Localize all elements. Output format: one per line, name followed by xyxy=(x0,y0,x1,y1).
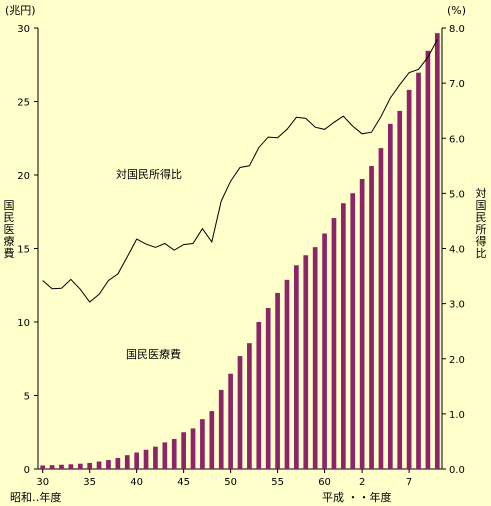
right-unit-label: (%) xyxy=(447,4,466,17)
medical-cost-bar xyxy=(369,166,374,469)
ratio-line xyxy=(42,39,438,303)
medical-cost-bar xyxy=(256,322,262,469)
left-ticks: 0 5 10 15 20 25 30 xyxy=(17,24,38,476)
medical-cost-bar xyxy=(425,50,431,469)
right-tick-label: 8.0 xyxy=(449,24,465,35)
medical-cost-bar xyxy=(96,461,102,469)
medical-cost-bar xyxy=(49,465,55,469)
medical-cost-bar xyxy=(322,233,327,469)
medical-cost-bar xyxy=(312,247,318,469)
medical-cost-bar xyxy=(303,255,309,469)
medical-cost-bar xyxy=(284,279,290,469)
right-tick-label: 6.0 xyxy=(449,134,465,145)
x-era-showa-label: 昭和‥年度 xyxy=(10,490,61,504)
medical-cost-bar xyxy=(143,449,149,469)
medical-cost-bar xyxy=(434,33,440,470)
medical-cost-bar xyxy=(378,148,384,469)
right-tick-label: 5.0 xyxy=(449,189,465,200)
right-tick-label: 3.0 xyxy=(449,300,465,311)
bar-series-label: 国民医療費 xyxy=(126,347,181,361)
medical-cost-bar xyxy=(237,356,243,469)
medical-cost-bar xyxy=(341,203,346,469)
medical-cost-bar xyxy=(162,442,168,469)
left-tick-label: 15 xyxy=(17,245,30,256)
left-tick-label: 5 xyxy=(24,392,30,403)
medical-cost-bar xyxy=(416,72,421,470)
x-era-heisei-label: 平成 ・・年度 xyxy=(322,490,392,504)
medical-cost-bar xyxy=(247,343,252,469)
medical-cost-bar xyxy=(190,428,196,469)
medical-cost-bar xyxy=(265,308,271,469)
medical-cost-bar xyxy=(134,452,139,469)
left-tick-label: 0 xyxy=(24,465,30,476)
medical-cost-bar xyxy=(359,178,365,469)
medical-cost-bar xyxy=(124,455,130,469)
medical-cost-bar xyxy=(87,462,93,469)
medical-cost-bar xyxy=(228,373,233,469)
x-tick-label: 2 xyxy=(359,477,365,488)
medical-cost-bar xyxy=(275,292,280,469)
medical-cost-bar xyxy=(406,89,412,470)
left-unit-label: (兆円) xyxy=(5,4,36,17)
medical-cost-bar xyxy=(59,464,64,469)
medical-cost-bar xyxy=(115,457,121,469)
line-series-label: 対国民所得比 xyxy=(116,167,182,181)
medical-cost-bar xyxy=(209,411,215,469)
medical-cost-bar xyxy=(153,446,158,469)
medical-cost-bar xyxy=(218,389,224,469)
right-tick-label: 7.0 xyxy=(449,79,465,90)
medical-cost-bar xyxy=(200,419,205,469)
x-ticks: 30 35 40 45 50 55 60 2 7 xyxy=(36,469,412,488)
right-tick-label: 2.0 xyxy=(449,355,465,366)
x-tick-label: 30 xyxy=(36,477,49,488)
x-tick-label: 7 xyxy=(406,477,412,488)
medical-cost-bar xyxy=(181,432,186,469)
medical-cost-bar xyxy=(77,463,83,469)
medical-cost-bar xyxy=(106,460,111,469)
medical-cost-bar xyxy=(387,123,393,470)
bar-series xyxy=(40,33,440,470)
medical-cost-bar xyxy=(68,464,74,469)
right-tick-label: 0.0 xyxy=(449,465,465,476)
medical-cost-bar xyxy=(350,193,356,469)
medical-cost-bar xyxy=(171,439,177,469)
x-tick-label: 55 xyxy=(271,477,284,488)
medical-cost-bar xyxy=(294,265,299,469)
left-tick-label: 10 xyxy=(17,318,30,329)
right-axis-label: 対国民所得比 xyxy=(475,187,487,260)
x-tick-label: 50 xyxy=(224,477,237,488)
medical-cost-bar xyxy=(331,218,337,469)
left-tick-label: 30 xyxy=(17,24,30,35)
medical-cost-bar xyxy=(397,110,403,470)
x-tick-label: 35 xyxy=(83,477,96,488)
right-tick-label: 1.0 xyxy=(449,410,465,421)
right-tick-label: 4.0 xyxy=(449,245,465,256)
left-tick-label: 25 xyxy=(17,98,30,109)
x-tick-label: 40 xyxy=(130,477,143,488)
right-ticks: 0.0 1.0 2.0 3.0 4.0 5.0 6.0 7.0 8.0 xyxy=(442,24,465,476)
medical-cost-bar xyxy=(40,465,46,469)
left-tick-label: 20 xyxy=(17,171,30,182)
left-axis-label: 国民医療費 xyxy=(3,199,15,260)
x-tick-label: 60 xyxy=(318,477,331,488)
x-tick-label: 45 xyxy=(177,477,190,488)
